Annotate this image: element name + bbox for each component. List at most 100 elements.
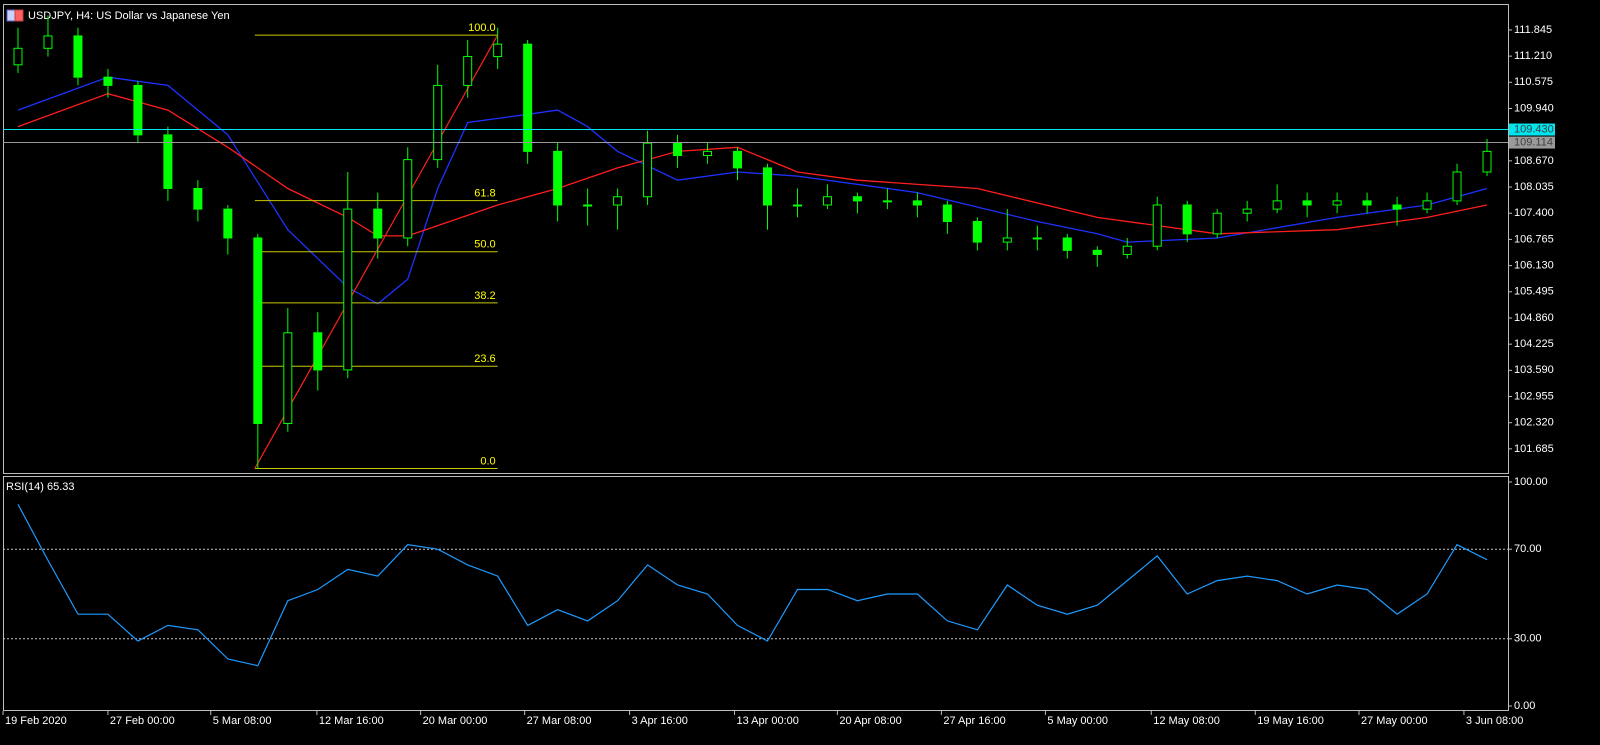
candle-body — [283, 332, 293, 425]
candle-body — [163, 134, 173, 189]
y-tick-label: 105.495 — [1514, 286, 1554, 298]
x-tick-label: 27 Feb 00:00 — [110, 715, 175, 727]
price-label-box — [1509, 136, 1555, 149]
candle-body — [882, 200, 892, 203]
candle-body — [223, 208, 233, 239]
candle-body — [1242, 208, 1252, 214]
y-tick-label: 100.00 — [1514, 476, 1548, 488]
y-tick-label: 110.575 — [1514, 76, 1553, 88]
candle-body — [583, 204, 593, 207]
symbol-flag — [6, 9, 24, 22]
chart-title: USDJPY, H4: US Dollar vs Japanese Yen — [28, 10, 230, 22]
candle-body — [1482, 150, 1492, 173]
candle-body — [13, 47, 23, 66]
x-tick-label: 5 May 00:00 — [1047, 715, 1108, 727]
candle-body — [852, 196, 862, 202]
candle-body — [133, 84, 143, 136]
fib-level-label: 61.8 — [474, 188, 495, 200]
fib-level-label: 23.6 — [474, 353, 495, 365]
candle-body — [523, 43, 533, 152]
y-tick-label: 0.00 — [1514, 700, 1535, 712]
candle-body — [1332, 200, 1342, 206]
candle-body — [1122, 245, 1132, 255]
candle-body — [493, 43, 503, 58]
price-label: 109.114 — [1514, 136, 1553, 148]
y-tick-label: 109.940 — [1514, 102, 1554, 114]
candle-body — [1392, 204, 1402, 210]
y-tick-label: 70.00 — [1514, 543, 1542, 555]
candle-body — [343, 208, 353, 371]
y-tick-label: 102.955 — [1514, 390, 1554, 402]
y-tick-label: 104.225 — [1514, 338, 1554, 350]
x-tick-label: 13 Apr 00:00 — [737, 715, 799, 727]
candle-body — [73, 35, 83, 78]
candle-body — [313, 332, 323, 371]
y-tick-label: 106.765 — [1514, 233, 1554, 245]
fib-level-label: 50.0 — [474, 239, 495, 251]
y-tick-label: 103.590 — [1514, 364, 1554, 376]
x-tick-label: 27 Mar 08:00 — [527, 715, 592, 727]
x-tick-label: 12 May 08:00 — [1153, 715, 1220, 727]
candle-body — [433, 84, 443, 161]
x-tick-label: 19 Feb 2020 — [5, 715, 67, 727]
y-tick-label: 30.00 — [1514, 633, 1542, 645]
x-tick-label: 3 Jun 08:00 — [1466, 715, 1524, 727]
rsi-panel-frame — [3, 476, 1509, 711]
fib-trendline — [254, 34, 499, 469]
x-tick-label: 27 May 00:00 — [1361, 715, 1428, 727]
candle-body — [972, 220, 982, 243]
y-tick-label: 111.210 — [1514, 50, 1552, 62]
candle-body — [643, 142, 653, 198]
candle-body — [1032, 237, 1042, 240]
x-tick-label: 3 Apr 16:00 — [632, 715, 688, 727]
candle-body — [1002, 237, 1012, 243]
candle-body — [733, 150, 743, 169]
candle-body — [253, 237, 263, 425]
candle-body — [1272, 200, 1282, 210]
candle-body — [1182, 204, 1192, 235]
y-tick-label: 101.685 — [1514, 443, 1554, 455]
fib-level-label: 38.2 — [474, 290, 495, 302]
candle-body — [942, 204, 952, 222]
y-tick-label: 108.670 — [1514, 155, 1554, 167]
candle-body — [1152, 204, 1162, 247]
candle-body — [553, 150, 563, 206]
candle-body — [463, 56, 473, 86]
candle-body — [703, 150, 713, 157]
candle-body — [103, 76, 113, 86]
candle-body — [792, 204, 802, 207]
price-label-box — [1509, 123, 1555, 136]
candle-body — [403, 159, 413, 239]
candle-body — [822, 196, 832, 206]
candle-body — [912, 200, 922, 206]
fib-level-label: 0.0 — [480, 455, 495, 467]
candle-body — [1092, 249, 1102, 255]
x-tick-label: 19 May 16:00 — [1257, 715, 1324, 727]
x-tick-label: 27 Apr 16:00 — [943, 715, 1005, 727]
candle-body — [613, 196, 623, 206]
fib-level-label: 100.0 — [468, 22, 496, 34]
candle-body — [1422, 200, 1432, 210]
candle-body — [1062, 237, 1072, 251]
x-tick-label: 12 Mar 16:00 — [319, 715, 384, 727]
rsi-line — [17, 504, 1488, 667]
candle-body — [1452, 171, 1462, 202]
candle-body — [373, 208, 383, 239]
x-tick-label: 20 Mar 00:00 — [423, 715, 488, 727]
candle-body — [1302, 200, 1312, 206]
y-tick-label: 104.860 — [1514, 312, 1554, 324]
candle-body — [762, 167, 772, 206]
y-tick-label: 111.845 — [1514, 24, 1552, 36]
y-tick-label: 106.130 — [1514, 260, 1554, 272]
x-tick-label: 20 Apr 08:00 — [839, 715, 901, 727]
y-tick-label: 108.035 — [1514, 181, 1554, 193]
candle-body — [193, 187, 203, 210]
x-tick-label: 5 Mar 08:00 — [213, 715, 272, 727]
candle-body — [673, 142, 683, 157]
candle-body — [43, 35, 53, 49]
candle-body — [1212, 212, 1222, 235]
y-tick-label: 107.400 — [1514, 207, 1554, 219]
y-tick-label: 102.320 — [1514, 417, 1554, 429]
